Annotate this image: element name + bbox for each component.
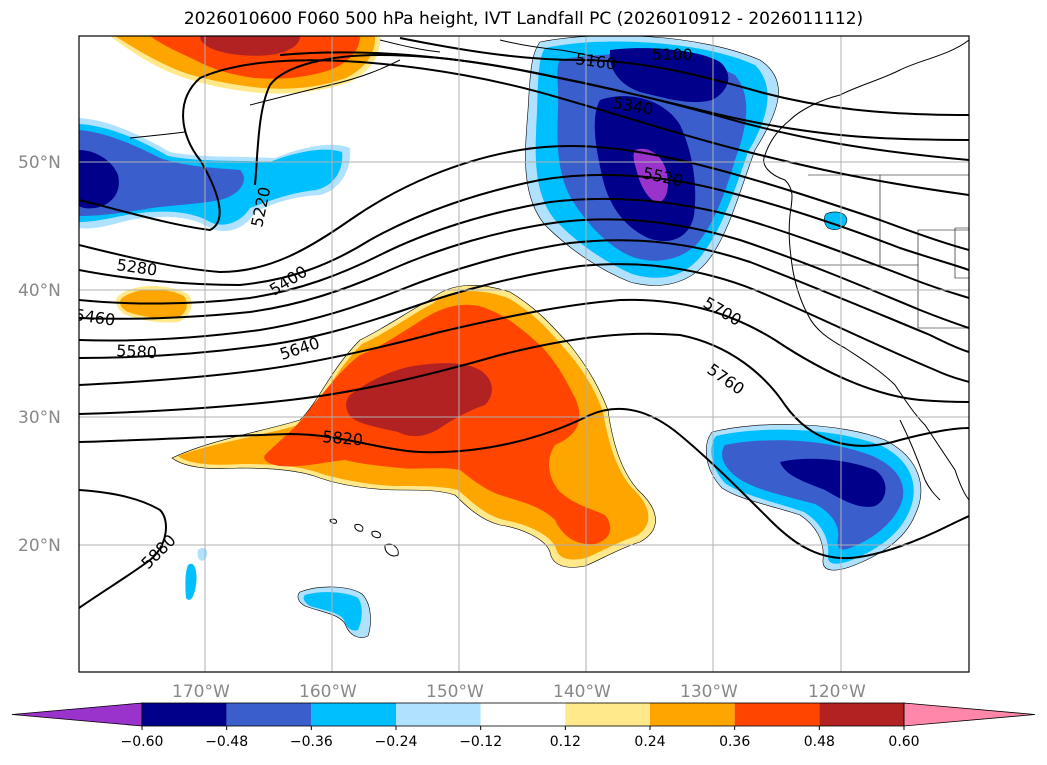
gridlines — [79, 36, 969, 672]
contour-label-5580: 5580 — [116, 341, 158, 362]
longitude-labels: 170°W 160°W 150°W 140°W 130°W 120°W — [172, 682, 866, 702]
colorbar-tick-label: −0.24 — [375, 734, 418, 750]
lat-label-30n: 30°N — [18, 408, 61, 428]
lon-label-140w: 140°W — [553, 682, 611, 702]
colorbar-tick-label: 0.60 — [888, 734, 919, 750]
colorbar-bin — [311, 703, 396, 726]
colorbar-bin — [396, 703, 481, 726]
ivt-negative-hawaii — [303, 592, 362, 631]
colorbar-tick-label: 0.48 — [804, 734, 835, 750]
ivt-negative-islet — [185, 563, 197, 600]
colorbar-bin — [565, 703, 650, 726]
contour-5880 — [79, 489, 167, 609]
ivt-negative-gulf-alaska — [525, 36, 779, 286]
ivt-positive-aleutian — [110, 36, 381, 94]
contour-label-5100: 5100 — [652, 45, 693, 64]
contour-5340 — [79, 173, 969, 287]
colorbar-tick-label: 0.12 — [550, 734, 581, 750]
colorbar-extend-high — [903, 702, 1036, 727]
colorbar-tick-label: −0.60 — [121, 734, 164, 750]
contour-5280 — [79, 144, 969, 274]
colorbar-tick-label: −0.36 — [290, 734, 333, 750]
figure-title: 2026010600 F060 500 hPa height, IVT Land… — [183, 9, 864, 29]
colorbar-bin — [480, 703, 566, 726]
colorbar-tick-label: −0.12 — [459, 734, 502, 750]
coastlines — [129, 39, 969, 557]
ivt-positive-central-plume — [172, 285, 656, 568]
contour-5580 — [79, 263, 969, 383]
colorbar-bin — [650, 703, 735, 726]
contour-5220 — [79, 59, 969, 232]
colorbar-bin — [226, 703, 312, 726]
colorbar-extend-low — [11, 702, 143, 727]
ivt-negative-southeast — [706, 424, 921, 571]
ivt-negative-northwest — [79, 118, 351, 232]
lat-label-20n: 20°N — [18, 536, 61, 556]
colorbar-tick-label: 0.24 — [634, 734, 665, 750]
contour-5640 — [79, 298, 969, 403]
colorbar-bin — [142, 703, 227, 726]
contour-5700 — [79, 332, 969, 447]
colorbar: −0.60 −0.48 −0.36 −0.24 −0.12 0.12 0.24 0.36 0.4… — [11, 702, 1036, 750]
lon-label-160w: 160°W — [299, 682, 357, 702]
lat-label-50n: 50°N — [18, 153, 61, 173]
colorbar-outline — [141, 702, 905, 727]
contour-5400 — [79, 197, 969, 305]
lon-label-120w: 120°W — [808, 682, 866, 702]
contour-5520 — [79, 239, 969, 353]
latitude-labels: 50°N 40°N 30°N 20°N — [18, 153, 61, 556]
colorbar-tick-label: −0.48 — [205, 734, 248, 750]
map-frame — [78, 35, 970, 673]
contour-5820 — [79, 407, 969, 560]
height-contours — [79, 37, 969, 609]
contour-label-5820: 5820 — [322, 427, 364, 449]
contour-label-5460: 5460 — [73, 305, 116, 329]
lon-label-130w: 130°W — [680, 682, 738, 702]
lon-label-170w: 170°W — [172, 682, 230, 702]
lat-label-40n: 40°N — [18, 281, 61, 301]
colorbar-tick-label: 0.36 — [719, 734, 750, 750]
lon-label-150w: 150°W — [426, 682, 484, 702]
colorbar-bin — [734, 703, 820, 726]
colorbar-bin — [819, 703, 904, 726]
